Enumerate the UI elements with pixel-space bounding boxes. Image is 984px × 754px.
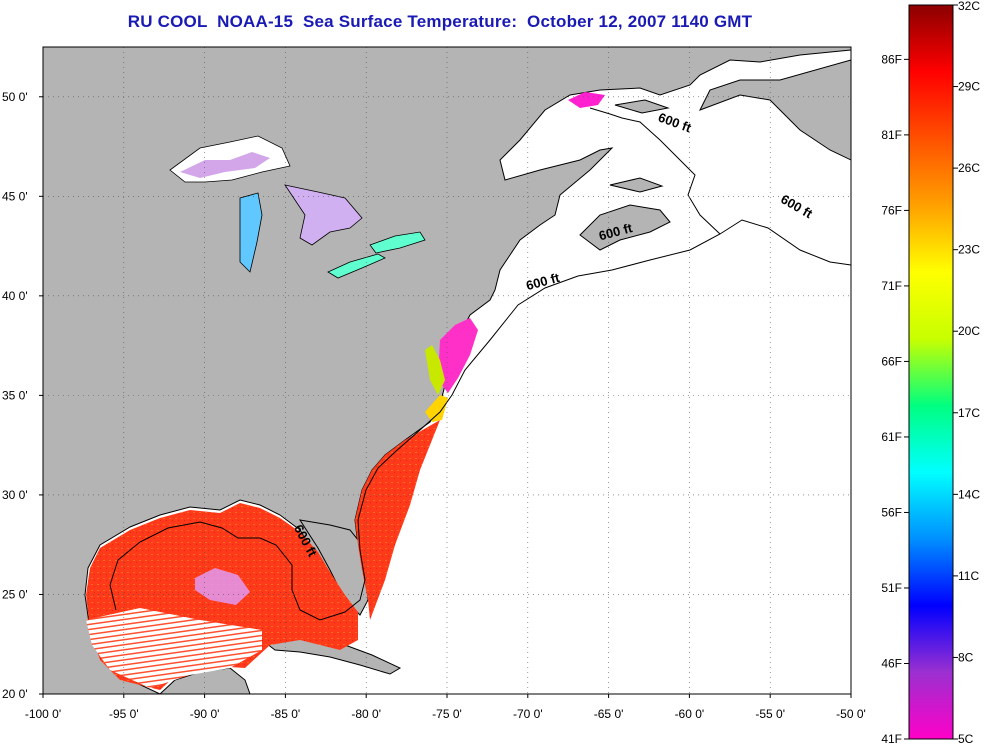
- sst-cool-patch: [195, 568, 250, 605]
- sst-atlantic-band: [355, 420, 440, 620]
- lake-erie: [327, 253, 386, 279]
- lat-tick-label: 40 0': [2, 289, 28, 303]
- lon-tick-label: -60 0': [675, 707, 705, 721]
- lat-tick-label: 30 0': [2, 488, 28, 502]
- lon-tick-label: -90 0': [190, 707, 220, 721]
- lon-tick-label: -70 0': [513, 707, 543, 721]
- lake-huron: [284, 184, 363, 246]
- land-newfoundland: [698, 47, 851, 161]
- lat-tick-label: 25 0': [2, 587, 28, 601]
- lat-tick-label: 50 0': [2, 90, 28, 104]
- lon-tick-label: -50 0': [836, 707, 866, 721]
- sst-southern-gulf-swath: [86, 608, 262, 688]
- lon-tick-label: -85 0': [271, 707, 301, 721]
- lon-tick-label: -65 0': [594, 707, 624, 721]
- land-pei: [609, 177, 664, 193]
- lake-michigan: [239, 192, 263, 273]
- lon-tick-label: -100 0': [25, 707, 61, 721]
- lon-tick-label: -95 0': [109, 707, 139, 721]
- sst-gulf-of-st-lawrence: [568, 92, 605, 108]
- sst-hatteras-yellow: [425, 395, 448, 422]
- lat-tick-label: 20 0': [2, 687, 28, 701]
- land-anticosti: [614, 99, 670, 114]
- sst-chesapeake: [425, 345, 445, 395]
- map-title: RU COOL NOAA-15 Sea Surface Temperature:…: [127, 12, 753, 31]
- axis-ticks: -100 0' -95 0' -90 0' -85 0' -80 0' -75 0' -70…: [2, 90, 866, 721]
- lon-tick-label: -75 0': [432, 707, 462, 721]
- isobath-600ft: [109, 107, 851, 621]
- lat-tick-label: 35 0': [2, 388, 28, 402]
- lon-tick-label: -55 0': [755, 707, 785, 721]
- lake-ontario: [369, 231, 426, 254]
- lake-superior-sst: [180, 152, 270, 178]
- lat-tick-label: 45 0': [2, 189, 28, 203]
- land-florida: [298, 519, 369, 616]
- sst-mid-atlantic-bight: [438, 318, 478, 393]
- lon-tick-label: -80 0': [351, 707, 381, 721]
- land-nova-scotia: [579, 204, 671, 251]
